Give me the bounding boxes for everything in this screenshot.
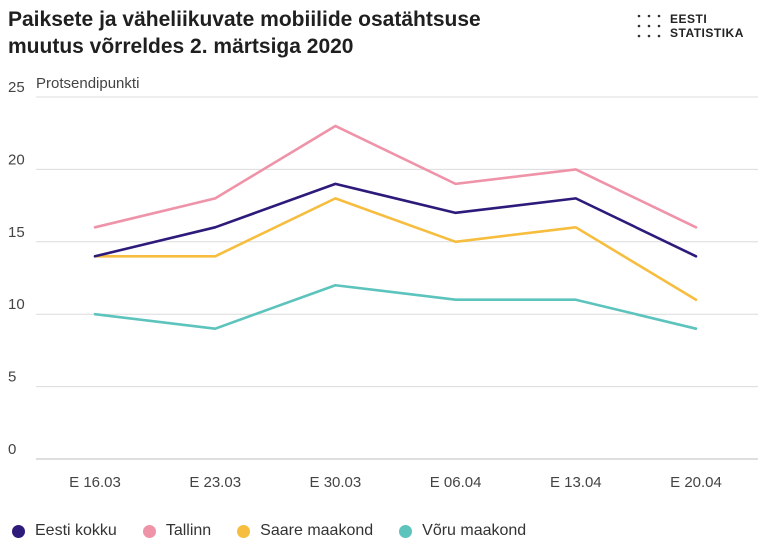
y-tick-label: 10 xyxy=(8,296,25,313)
series-line-tallinn xyxy=(93,124,698,229)
legend-item: Eesti kokku xyxy=(12,522,117,540)
legend-item: Tallinn xyxy=(142,522,212,540)
series-line-saare-maakond xyxy=(93,197,698,302)
series-line-võru-maakond xyxy=(93,283,698,330)
x-tick-label: E 23.03 xyxy=(189,474,241,491)
legend-item: Saare maakond xyxy=(237,522,373,540)
y-tick-label: 15 xyxy=(8,224,25,241)
legend-dot-icon xyxy=(399,524,413,538)
logo-dots-icon xyxy=(637,14,661,38)
legend-label: Tallinn xyxy=(165,522,212,539)
legend-label: Võru maakond xyxy=(422,522,527,539)
chart-title-line-2: muutus võrreldes 2. märtsiga 2020 xyxy=(8,35,354,58)
x-tick-label: E 16.03 xyxy=(69,474,121,491)
legend-dot-icon xyxy=(237,524,251,538)
y-tick-label: 25 xyxy=(8,79,25,96)
legend-dot-icon xyxy=(142,524,156,538)
legend-dot-icon xyxy=(12,524,25,538)
x-tick-label: E 13.04 xyxy=(550,474,602,491)
x-tick-label: E 30.03 xyxy=(310,474,362,491)
legend-label: Eesti kokku xyxy=(35,522,117,539)
logo-line-2: STATISTIKA xyxy=(670,26,744,40)
chart-title: Paiksete ja väheliikuvate mobiilide osat… xyxy=(8,6,608,60)
y-axis-label: Protsendipunkti xyxy=(36,75,140,92)
y-tick-label: 20 xyxy=(8,151,25,168)
y-tick-label: 5 xyxy=(8,369,16,386)
x-tick-label: E 20.04 xyxy=(670,474,722,491)
legend-label: Saare maakond xyxy=(260,522,374,539)
eesti-statistika-logo: EESTI STATISTIKA xyxy=(636,12,760,42)
x-tick-label: E 06.04 xyxy=(430,474,482,491)
logo-line-1: EESTI xyxy=(670,12,708,26)
chart-legend: Eesti kokku Tallinn Saare maakond Võru maak… xyxy=(12,520,552,542)
logo-text: EESTI STATISTIKA xyxy=(670,12,744,40)
y-tick-label: 0 xyxy=(8,441,16,458)
series-line-eesti-kokku xyxy=(93,182,698,258)
legend-item: Võru maakond xyxy=(399,522,526,540)
chart-title-line-1: Paiksete ja väheliikuvate mobiilide osat… xyxy=(8,8,481,31)
